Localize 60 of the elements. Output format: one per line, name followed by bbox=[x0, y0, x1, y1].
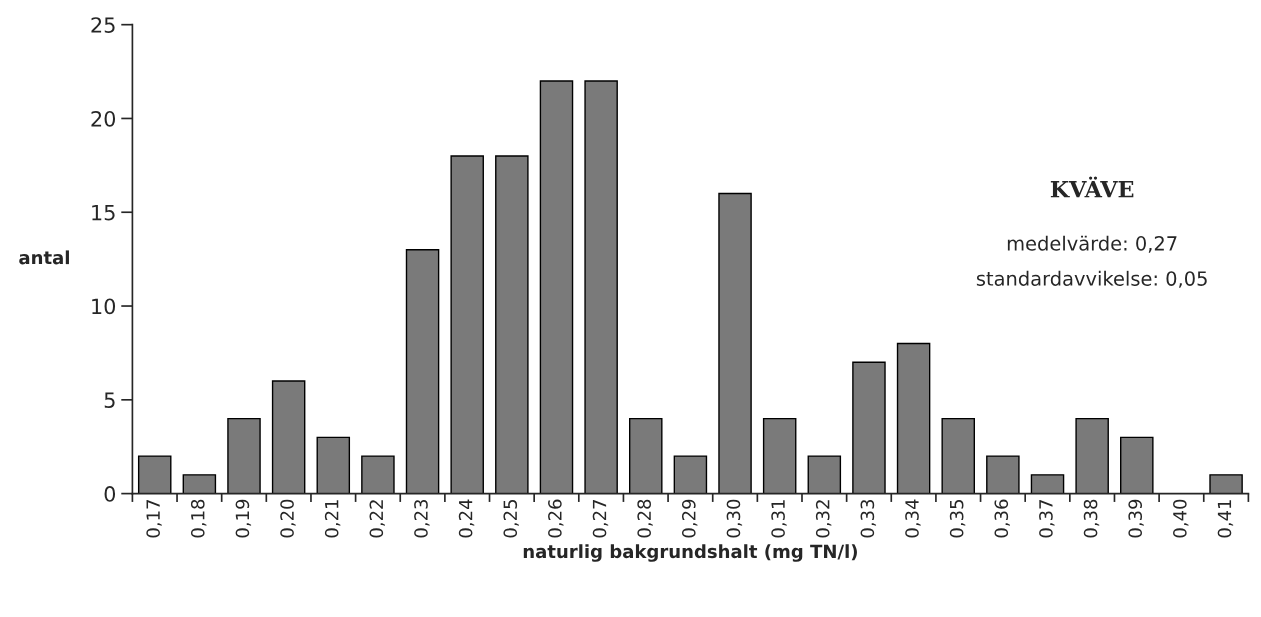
bar bbox=[1030, 474, 1065, 494]
bar bbox=[762, 417, 797, 494]
y-tick-label: 5 bbox=[104, 392, 115, 409]
y-tick-label: 0 bbox=[104, 486, 116, 502]
x-tick-label: 0,20 bbox=[280, 499, 296, 538]
y-tick-label: 10 bbox=[92, 298, 116, 315]
x-tick-label: 0,26 bbox=[548, 499, 564, 538]
x-tick-label: 0,28 bbox=[637, 499, 653, 538]
bar bbox=[495, 155, 529, 494]
y-tick-label: 15 bbox=[92, 204, 115, 221]
x-tick-label: 0,19 bbox=[235, 499, 252, 538]
bar bbox=[271, 380, 306, 494]
y-tick-label: 20 bbox=[91, 110, 116, 127]
bar bbox=[361, 455, 395, 494]
bar bbox=[316, 436, 351, 494]
x-tick-label: 0,40 bbox=[1173, 499, 1189, 538]
bar bbox=[539, 80, 574, 494]
bar bbox=[1209, 474, 1243, 494]
x-tick-label: 0,30 bbox=[726, 499, 743, 538]
y-axis-title: antal bbox=[19, 250, 69, 265]
x-tick-label: 0,17 bbox=[146, 500, 162, 538]
bar bbox=[584, 80, 618, 494]
x-tick-label: 0,23 bbox=[414, 499, 430, 538]
y-tick-label: 25 bbox=[91, 17, 115, 33]
x-tick-label: 0,21 bbox=[324, 500, 341, 538]
bar bbox=[450, 155, 484, 494]
x-tick-label: 0,38 bbox=[1083, 499, 1100, 538]
bar bbox=[673, 455, 708, 494]
bar bbox=[227, 417, 261, 494]
bar bbox=[137, 455, 172, 494]
x-tick-label: 0,31 bbox=[771, 500, 787, 538]
bar bbox=[1075, 417, 1109, 494]
x-tick-label: 0,29 bbox=[681, 499, 698, 538]
x-tick-label: 0,18 bbox=[190, 499, 207, 538]
x-tick-label: 0,25 bbox=[503, 500, 519, 538]
bar bbox=[986, 455, 1020, 494]
bar bbox=[182, 474, 217, 494]
bar bbox=[896, 342, 931, 494]
bar bbox=[941, 417, 975, 494]
x-tick-label: 0,36 bbox=[994, 499, 1010, 538]
bar bbox=[718, 192, 752, 494]
x-tick-label: 0,35 bbox=[949, 500, 966, 538]
bar bbox=[628, 417, 663, 494]
x-tick-label: 0,27 bbox=[592, 500, 609, 538]
x-tick-label: 0,41 bbox=[1217, 500, 1234, 538]
x-tick-label: 0,22 bbox=[369, 500, 385, 538]
annotation: KVÄVE bbox=[1050, 176, 1134, 198]
x-tick-label: 0,33 bbox=[860, 499, 877, 538]
bar bbox=[405, 249, 440, 494]
x-tick-label: 0,34 bbox=[905, 499, 921, 538]
bar bbox=[852, 361, 886, 494]
x-tick-label: 0,24 bbox=[458, 499, 475, 538]
annotation: standardavvikelse: 0,05 bbox=[976, 270, 1207, 288]
x-tick-label: 0,39 bbox=[1128, 499, 1144, 538]
x-axis-title: naturlig bakgrundshalt (mg TN/l) bbox=[523, 544, 857, 562]
x-tick-label: 0,32 bbox=[815, 500, 832, 538]
annotation: medelvärde: 0,27 bbox=[1007, 235, 1177, 253]
x-tick-label: 0,37 bbox=[1039, 500, 1055, 538]
bar bbox=[807, 455, 842, 494]
bar bbox=[1120, 436, 1154, 494]
